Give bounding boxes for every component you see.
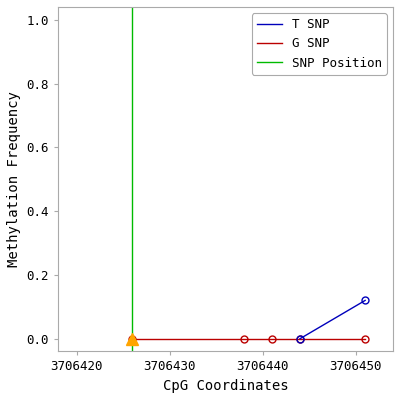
Legend: T SNP, G SNP, SNP Position: T SNP, G SNP, SNP Position — [252, 13, 387, 75]
X-axis label: CpG Coordinates: CpG Coordinates — [163, 379, 288, 393]
Y-axis label: Methylation Frequency: Methylation Frequency — [7, 91, 21, 267]
